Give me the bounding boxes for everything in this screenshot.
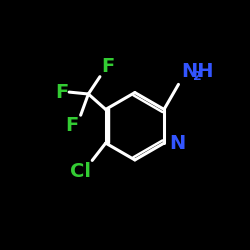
Text: F: F — [55, 82, 68, 102]
Text: NH: NH — [181, 62, 214, 82]
Text: F: F — [66, 116, 79, 135]
Text: 2: 2 — [193, 70, 202, 84]
Text: F: F — [101, 57, 114, 76]
Text: Cl: Cl — [70, 162, 91, 181]
Text: N: N — [169, 134, 185, 152]
